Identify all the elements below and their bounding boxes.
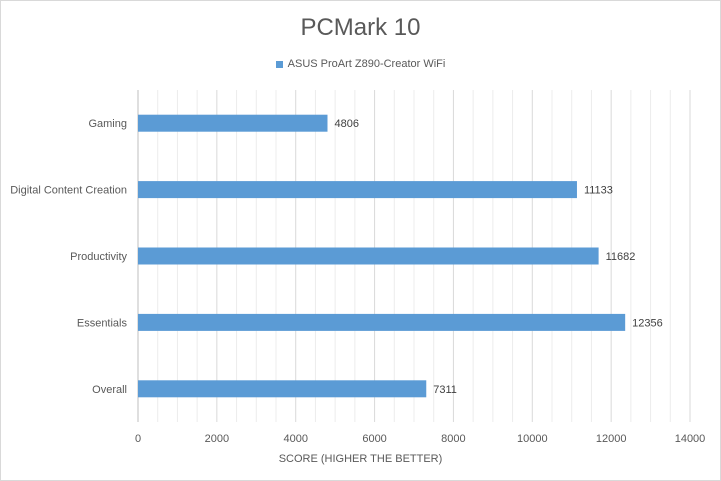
x-tick-label: 10000	[517, 433, 548, 445]
x-axis-title: SCORE (HIGHER THE BETTER)	[278, 453, 443, 465]
legend: ASUS ProArt Z890-Creator WiFi	[0, 58, 721, 70]
bar	[138, 247, 599, 265]
x-tick-label: 8000	[441, 433, 465, 445]
bar	[138, 380, 427, 398]
bar	[138, 313, 626, 331]
y-category-label: Digital Content Creation	[10, 185, 127, 197]
x-tick-label: 12000	[596, 433, 627, 445]
x-tick-label: 14000	[675, 433, 706, 445]
bar	[138, 114, 328, 132]
data-label: 7311	[433, 384, 457, 396]
data-label: 11682	[606, 251, 636, 263]
y-category-label: Overall	[92, 384, 127, 396]
y-category-label: Productivity	[70, 251, 127, 263]
x-tick-label: 2000	[205, 433, 229, 445]
legend-label: ASUS ProArt Z890-Creator WiFi	[287, 58, 446, 70]
x-tick-label: 0	[135, 433, 141, 445]
x-tick-label: 4000	[283, 433, 307, 445]
y-category-label: Gaming	[88, 118, 127, 130]
y-category-label: Essentials	[77, 317, 128, 329]
data-label: 4806	[334, 118, 358, 130]
data-label: 12356	[632, 317, 663, 329]
bar	[138, 181, 577, 199]
chart-title: PCMark 10	[300, 14, 421, 41]
x-tick-label: 6000	[362, 433, 386, 445]
legend-swatch	[275, 60, 283, 68]
data-label: 11133	[584, 185, 613, 197]
